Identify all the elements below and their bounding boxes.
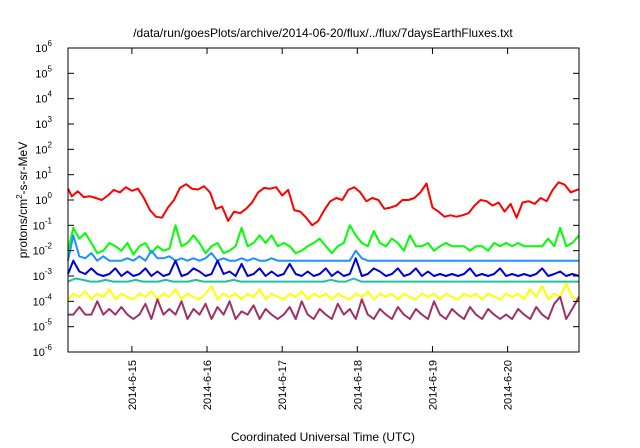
y-tick-label: 106 (35, 39, 52, 55)
series-line-2 (67, 224, 580, 256)
y-tick-label: 102 (35, 140, 52, 156)
series-line-4 (67, 257, 580, 277)
y-tick-label: 104 (35, 90, 52, 106)
series-line-7 (68, 295, 580, 320)
x-tick-label: 2014-6-16 (202, 360, 214, 410)
series-layer (67, 181, 580, 320)
x-tick-label: 2014-6-20 (503, 360, 515, 410)
series-line-6 (67, 282, 580, 301)
x-tick-label: 2014-6-19 (427, 360, 439, 410)
y-axis-label-post: -s-sr-MeV (16, 142, 30, 195)
chart-title: /data/run/goesPlots/archive/2014-06-20/f… (133, 26, 513, 40)
y-tick-label: 10-2 (33, 242, 53, 258)
series-line-5 (67, 277, 579, 283)
x-axis: 2014-6-15 2014-6-16 2014-6-17 2014-6-18 2014… (127, 48, 515, 410)
y-axis-label-sup: 2 (15, 194, 24, 199)
y-axis: 10-6 10-5 10-4 10-3 10-2 10-1 100 101 102 103 104 1… (33, 39, 579, 359)
y-tick-label: 10-4 (33, 292, 53, 308)
series-line-3 (67, 234, 579, 262)
x-tick-label: 2014-6-18 (352, 360, 364, 410)
x-axis-label: Coordinated Universal Time (UTC) (231, 430, 415, 444)
x-tick-label: 2014-6-17 (277, 360, 289, 410)
y-tick-label: 105 (35, 64, 52, 80)
x-tick-label: 2014-6-15 (127, 360, 139, 410)
series-line-1 (67, 181, 580, 227)
y-tick-label: 10-5 (33, 318, 53, 334)
y-axis-label-pre: protons/cm (16, 199, 30, 258)
y-tick-label: 100 (35, 191, 52, 207)
y-tick-label: 10-3 (33, 267, 53, 283)
y-tick-label: 10-1 (33, 216, 53, 232)
y-tick-label: 103 (35, 115, 52, 131)
y-tick-label: 10-6 (33, 343, 53, 359)
y-axis-label: protons/cm2-s-sr-MeV (15, 142, 30, 258)
y-tick-label: 101 (35, 166, 52, 182)
